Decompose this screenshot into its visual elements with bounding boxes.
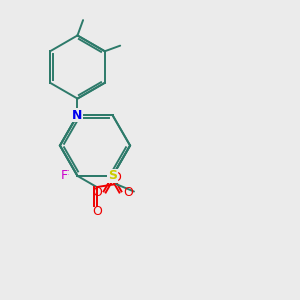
Text: S: S — [108, 169, 117, 182]
Text: N: N — [72, 109, 83, 122]
Text: O: O — [92, 205, 102, 218]
Text: F: F — [61, 169, 68, 182]
Text: O: O — [111, 171, 121, 184]
Text: O: O — [92, 186, 102, 199]
Text: F: F — [61, 169, 69, 182]
Text: O: O — [123, 186, 133, 199]
